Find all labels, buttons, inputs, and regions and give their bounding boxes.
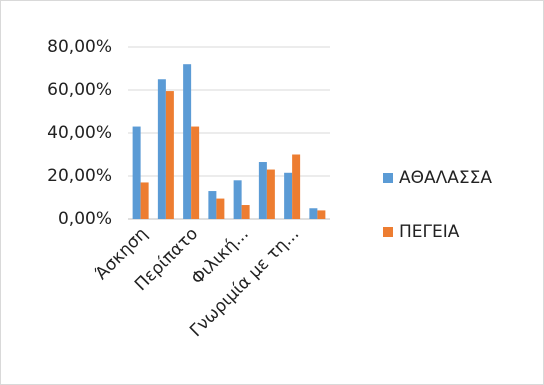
y-tick-label: 80,00% bbox=[47, 37, 112, 57]
legend-label: ΠΕΓΕΙΑ bbox=[399, 222, 460, 242]
legend-label: ΑΘΑΛΑΣΣΑ bbox=[399, 168, 492, 188]
y-tick-label: 0,00% bbox=[58, 209, 112, 229]
bar bbox=[183, 64, 192, 219]
bar bbox=[191, 126, 200, 219]
y-tick-label: 60,00% bbox=[47, 80, 112, 100]
bar bbox=[284, 172, 293, 219]
bar bbox=[157, 79, 166, 219]
bar bbox=[309, 208, 318, 219]
y-tick-label: 20,00% bbox=[47, 166, 112, 186]
bar bbox=[132, 126, 141, 219]
bar bbox=[140, 182, 149, 219]
bar bbox=[233, 180, 242, 219]
bar bbox=[266, 169, 275, 219]
legend-swatch bbox=[383, 227, 393, 237]
y-tick-label: 40,00% bbox=[47, 123, 112, 143]
bar bbox=[292, 154, 301, 219]
bar bbox=[165, 91, 174, 219]
bar bbox=[258, 162, 267, 219]
bar bbox=[317, 210, 326, 219]
bar bbox=[216, 198, 225, 219]
bar bbox=[208, 191, 217, 219]
bar bbox=[241, 205, 250, 219]
legend-swatch bbox=[383, 173, 393, 183]
